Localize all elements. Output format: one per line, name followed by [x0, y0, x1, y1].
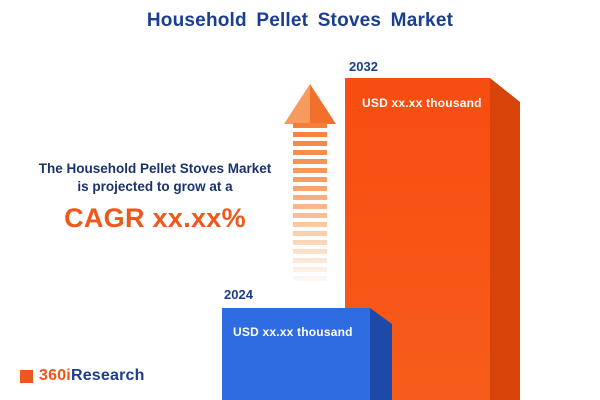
bar-2032-value-label: USD xx.xx thousand [362, 96, 482, 110]
cagr-value: CAGR xx.xx% [64, 203, 246, 234]
logo-square-icon [20, 369, 33, 383]
bar-2024-year-label: 2024 [224, 287, 253, 302]
growth-note: The Household Pellet Stoves Market is pr… [12, 160, 298, 234]
growth-arrow-tail [293, 123, 327, 283]
growth-note-line2: is projected to grow at a [77, 178, 233, 194]
growth-arrow-head-icon [284, 84, 336, 124]
bar-2032-side [490, 78, 520, 400]
bar-2032-year-label: 2032 [349, 59, 378, 74]
growth-note-line1: The Household Pellet Stoves Market [38, 161, 272, 176]
brand-logo: 360iResearch [20, 367, 145, 385]
growth-arrow-icon [284, 84, 336, 286]
logo-text-suffix: Research [70, 367, 145, 384]
logo-text: 360iResearch [39, 367, 145, 385]
page-title: Household Pellet Stoves Market [146, 10, 454, 31]
bar-2024-value-label: USD xx.xx thousand [233, 325, 353, 339]
bar-2024-front [222, 308, 370, 400]
bar-2024-side [370, 308, 392, 400]
logo-text-prefix: 360i [39, 367, 71, 384]
